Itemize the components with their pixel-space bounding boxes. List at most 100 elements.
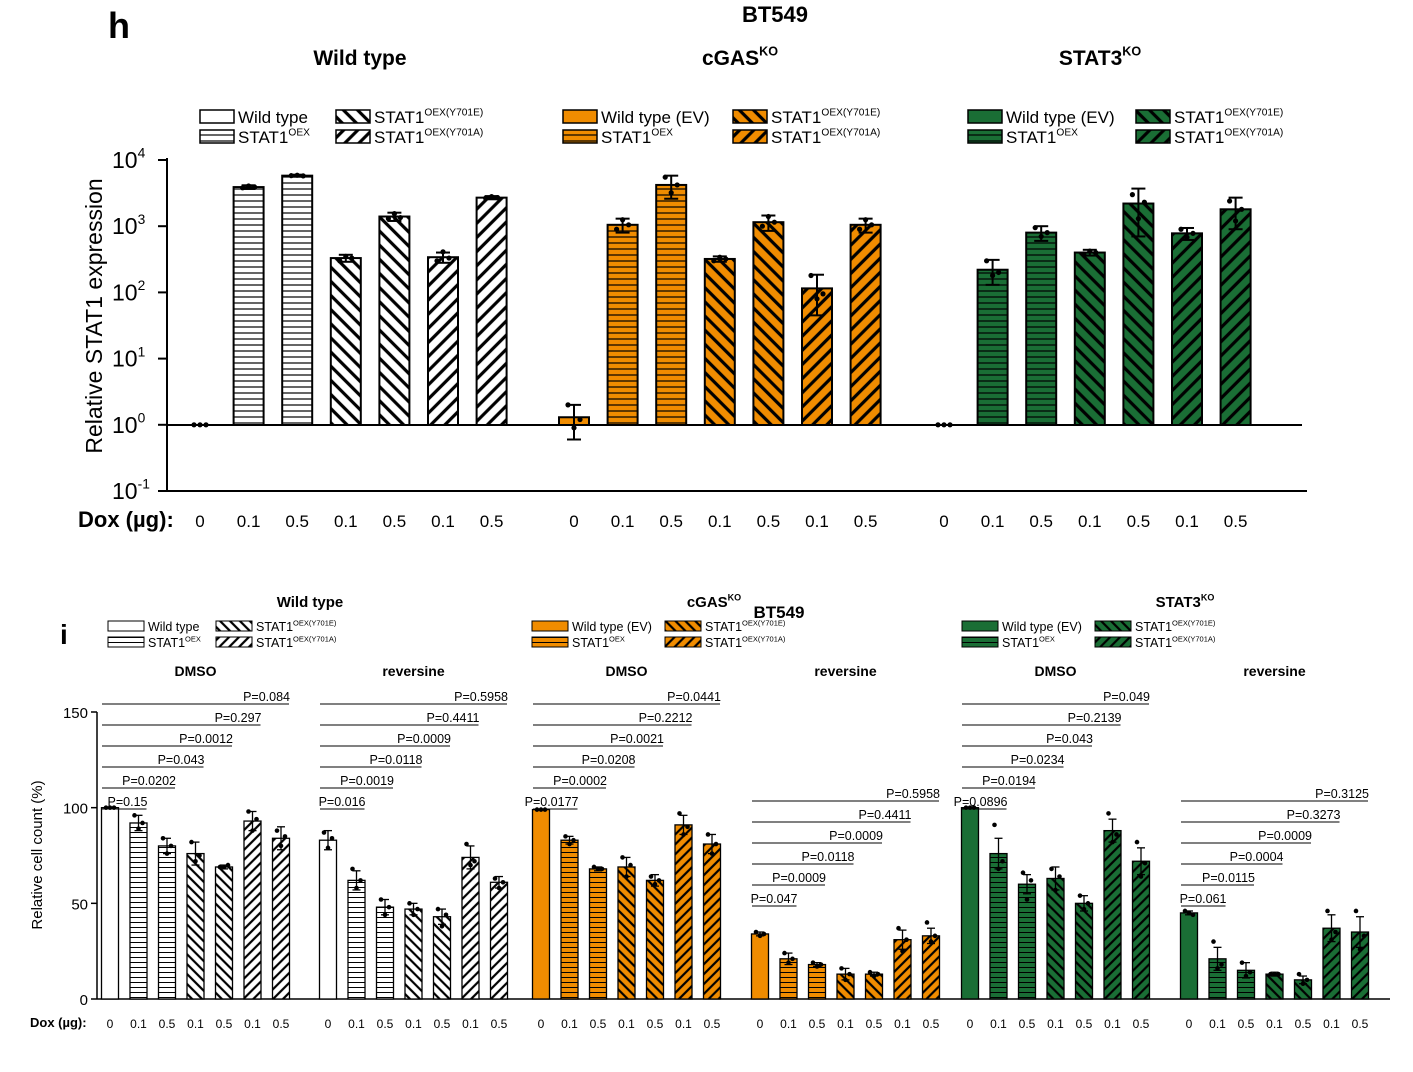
h-dose-label: 0.5 — [1127, 512, 1151, 531]
i-point — [496, 885, 502, 891]
i-point — [1000, 858, 1005, 864]
h-dose-label: 0.5 — [480, 512, 504, 531]
h-point — [1141, 199, 1147, 205]
i-pvalue-label: P=0.2139 — [1068, 711, 1122, 725]
i-dose-label: 0 — [967, 1017, 974, 1031]
i-treatment-label: reversine — [814, 663, 876, 679]
h-dose-label: 0.5 — [1029, 512, 1053, 531]
i-dose-label: 0.1 — [780, 1017, 797, 1031]
i-pvalue-label: P=0.0115 — [1202, 871, 1255, 885]
i-point — [407, 901, 412, 906]
i-point — [1134, 839, 1140, 845]
i-point — [656, 878, 662, 883]
i-point — [1085, 901, 1091, 906]
h-point — [984, 258, 990, 264]
i-dose-label: 0.1 — [894, 1017, 911, 1031]
h-bar — [427, 256, 459, 426]
i-bar — [129, 822, 148, 1000]
i-point — [928, 939, 934, 944]
i-point — [1053, 887, 1058, 893]
i-point — [992, 822, 997, 828]
i-dose-label: 0 — [757, 1017, 764, 1031]
i-point — [1357, 946, 1363, 952]
h-legend-swatch — [335, 109, 371, 124]
i-point — [924, 920, 930, 925]
h-point — [440, 249, 446, 255]
h-legend-swatch — [562, 129, 598, 144]
i-point — [1190, 912, 1196, 918]
h-legend-swatch — [335, 129, 371, 144]
i-group-title: cGASKO — [687, 592, 741, 611]
i-point — [321, 830, 327, 835]
panel-h-title: BT549 — [742, 2, 808, 27]
h-dose-label: 0.1 — [805, 512, 829, 531]
h-legend-swatch — [967, 129, 1003, 144]
h-point — [996, 269, 1002, 276]
i-point — [193, 858, 198, 864]
i-dose-label: 0.1 — [990, 1017, 1007, 1031]
i-dose-label: 0.1 — [837, 1017, 854, 1031]
h-point — [489, 193, 495, 200]
h-point — [1135, 216, 1141, 222]
i-bar — [347, 879, 366, 1000]
i-point — [411, 912, 416, 918]
h-bar — [1122, 202, 1155, 426]
i-pvalue-label: P=0.0004 — [1230, 850, 1284, 864]
i-legend-label: Wild type (EV) — [1002, 620, 1082, 634]
h-dose-label: 0 — [939, 512, 948, 531]
h-bar — [1025, 231, 1058, 426]
i-pvalue-label: P=0.297 — [215, 711, 262, 725]
i-point — [681, 832, 686, 837]
i-point — [217, 864, 223, 870]
i-dose-label: 0.1 — [1266, 1017, 1283, 1031]
i-legend-label: STAT1OEX(Y701E) — [256, 618, 337, 634]
i-treatment-label: DMSO — [1035, 663, 1077, 679]
h-dose-label: 0 — [569, 512, 578, 531]
h-dose-label: 0.5 — [854, 512, 878, 531]
i-point — [1247, 969, 1253, 975]
h-point — [820, 291, 826, 297]
i-legend-swatch — [215, 636, 253, 648]
i-dose-label: 0.5 — [273, 1017, 290, 1031]
h-point — [571, 425, 577, 431]
i-point — [443, 912, 449, 918]
i-point — [1028, 878, 1034, 883]
h-dose-label: 0.5 — [659, 512, 683, 531]
i-point — [567, 841, 572, 847]
h-bar — [976, 268, 1009, 427]
i-dose-label: 0 — [1186, 1017, 1193, 1031]
i-dose-label: 0.1 — [618, 1017, 635, 1031]
h-dose-label: 0.1 — [1078, 512, 1102, 531]
h-dose-label: 0.1 — [611, 512, 635, 531]
h-dose-label: 0.1 — [708, 512, 732, 531]
i-legend-swatch — [215, 620, 253, 632]
h-legend-label: Wild type — [238, 108, 308, 127]
h-point — [1190, 230, 1196, 236]
i-dose-label: 0.1 — [187, 1017, 204, 1031]
h-legend-swatch — [732, 109, 768, 124]
i-dose-label: 0.1 — [675, 1017, 692, 1031]
h-legend-label: STAT1OEX(Y701E) — [1174, 107, 1283, 127]
i-dose-label: 0.5 — [491, 1017, 508, 1031]
i-point — [814, 964, 820, 969]
h-point — [1044, 230, 1050, 236]
i-point — [782, 950, 787, 956]
i-bar — [674, 824, 693, 1000]
i-y-tick-label: 50 — [71, 896, 88, 913]
i-point — [563, 834, 568, 839]
i-point — [1114, 832, 1119, 837]
h-legend-label: Wild type (EV) — [1006, 108, 1115, 127]
i-y-tick-label: 0 — [80, 992, 88, 1009]
i-point — [685, 824, 690, 830]
i-legend-swatch — [107, 636, 145, 648]
panel-i-x-prefix: Dox (µg): — [30, 1015, 87, 1030]
i-pvalue-label: P=0.2212 — [639, 711, 693, 725]
h-point — [662, 174, 668, 180]
i-legend-swatch — [1094, 620, 1132, 632]
i-point — [1300, 981, 1306, 986]
h-dose-label: 0.5 — [285, 512, 309, 531]
h-point — [857, 226, 863, 232]
h-bar — [655, 183, 688, 426]
i-bar — [461, 856, 480, 1000]
i-point — [468, 862, 473, 868]
